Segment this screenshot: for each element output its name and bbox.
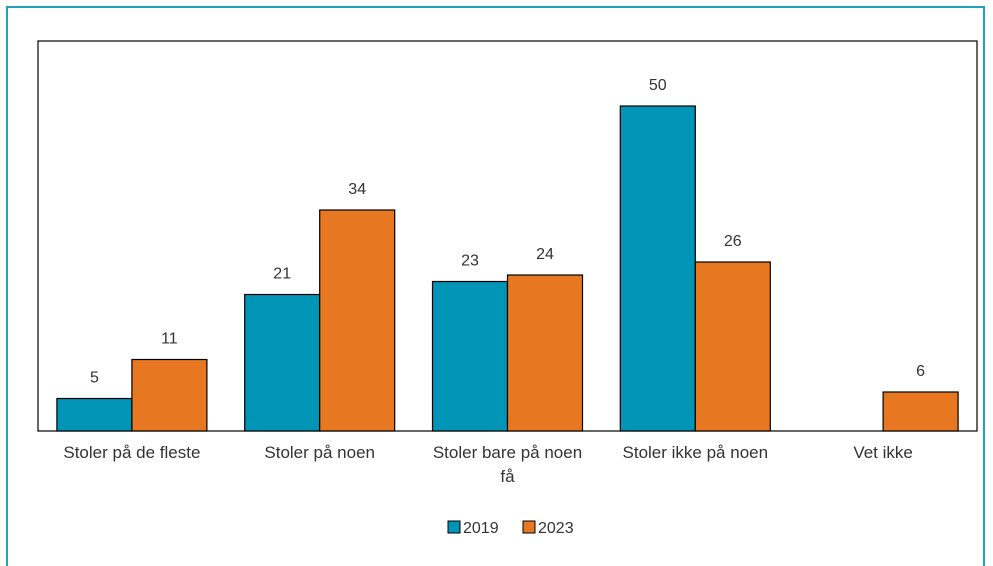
bar-2019-0 xyxy=(56,397,133,432)
data-label-2023-0: 11 xyxy=(161,331,178,348)
data-label-2019-3: 50 xyxy=(649,77,667,94)
data-label-2023-1: 34 xyxy=(348,181,366,198)
bar-2023-1 xyxy=(319,209,396,432)
bar-2019-3 xyxy=(619,105,696,432)
category-label-line: Stoler bare på noen xyxy=(433,443,582,462)
legend-swatch-2019 xyxy=(447,520,461,534)
category-label-line: Vet ikke xyxy=(853,443,913,462)
data-label-2023-2: 24 xyxy=(536,246,554,263)
legend: 2019 2023 xyxy=(447,520,574,537)
legend-label-2019: 2019 xyxy=(463,520,499,537)
data-label-2023-3: 26 xyxy=(724,233,742,250)
category-label-line: få xyxy=(500,467,515,486)
bar-2023-2 xyxy=(506,274,584,432)
bar-2023-3 xyxy=(694,261,771,432)
data-label-2019-0: 5 xyxy=(90,370,99,387)
data-label-2019-2: 23 xyxy=(461,253,479,270)
legend-swatch-2023 xyxy=(522,520,536,534)
category-label-1: Stoler på noen xyxy=(264,443,375,462)
category-label-0: Stoler på de fleste xyxy=(63,443,200,462)
category-label-line: Stoler ikke på noen xyxy=(623,443,769,462)
category-label-line: Stoler på noen xyxy=(264,443,375,462)
bar-2019-2 xyxy=(431,280,509,432)
category-label-2: Stoler bare på noen få xyxy=(433,443,582,486)
category-label-line: Stoler på de fleste xyxy=(63,443,200,462)
bar-2023-4 xyxy=(882,391,959,432)
bar-2023-0 xyxy=(131,358,208,432)
data-label-2023-4: 6 xyxy=(916,363,925,380)
legend-label-2023: 2023 xyxy=(538,520,574,537)
data-label-2019-1: 21 xyxy=(273,266,291,283)
category-label-4: Vet ikke xyxy=(853,443,913,462)
bar-2019-1 xyxy=(244,293,321,432)
category-label-3: Stoler ikke på noen xyxy=(623,443,769,462)
